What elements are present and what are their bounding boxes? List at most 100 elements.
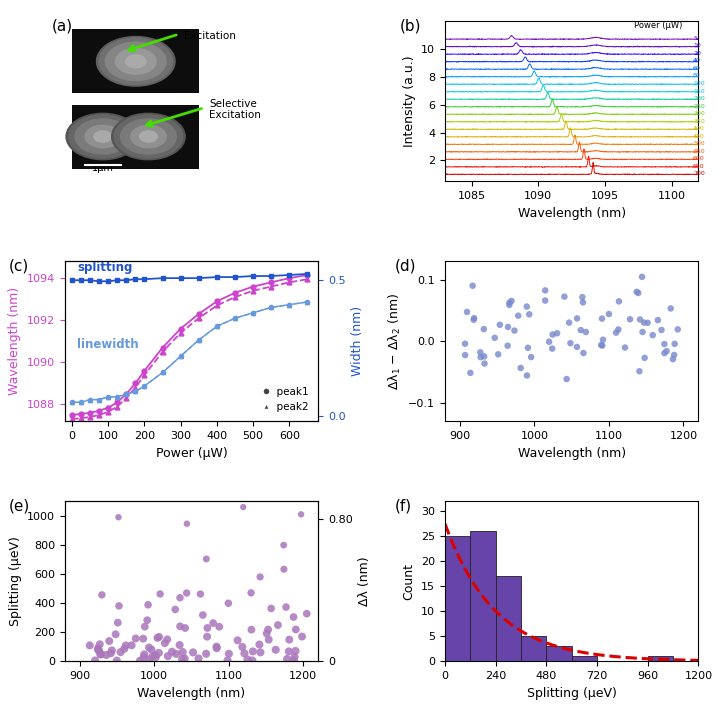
Text: 450: 450 bbox=[693, 134, 705, 139]
Point bbox=[89, 655, 101, 666]
Circle shape bbox=[115, 48, 156, 74]
Y-axis label: Δλ (nm): Δλ (nm) bbox=[359, 557, 372, 606]
Point bbox=[513, 310, 524, 321]
Point bbox=[669, 338, 680, 350]
Point bbox=[253, 639, 265, 651]
Point bbox=[246, 655, 258, 666]
Text: linewidth: linewidth bbox=[78, 338, 139, 351]
Point bbox=[150, 649, 161, 661]
Point bbox=[282, 653, 293, 665]
Circle shape bbox=[96, 36, 175, 86]
Point bbox=[171, 648, 182, 660]
Point bbox=[301, 608, 312, 619]
Text: (b): (b) bbox=[400, 18, 421, 33]
Point bbox=[153, 647, 165, 658]
Point bbox=[464, 367, 476, 378]
Circle shape bbox=[99, 38, 173, 85]
Circle shape bbox=[140, 131, 157, 142]
Point bbox=[174, 592, 186, 604]
Circle shape bbox=[125, 55, 146, 68]
Point bbox=[561, 373, 572, 385]
Point bbox=[94, 638, 106, 650]
Point bbox=[143, 642, 155, 653]
Point bbox=[665, 303, 677, 314]
Point bbox=[661, 346, 672, 357]
Point bbox=[580, 326, 592, 338]
Point bbox=[272, 619, 284, 631]
Point bbox=[181, 518, 193, 530]
Point bbox=[143, 599, 154, 611]
Point bbox=[639, 352, 650, 363]
Y-axis label: Splitting (μeV): Splitting (μeV) bbox=[9, 536, 22, 626]
Text: 100: 100 bbox=[693, 81, 705, 86]
Point bbox=[84, 640, 96, 651]
Text: 600: 600 bbox=[693, 156, 705, 161]
Point bbox=[261, 628, 272, 639]
Point bbox=[138, 651, 150, 663]
Point bbox=[475, 351, 487, 363]
Point bbox=[161, 634, 173, 645]
Point bbox=[489, 332, 500, 343]
Point bbox=[104, 636, 115, 647]
Point bbox=[577, 348, 589, 359]
Point bbox=[526, 351, 537, 363]
Point bbox=[642, 317, 653, 328]
Point bbox=[214, 621, 225, 632]
Text: (a): (a) bbox=[52, 18, 73, 33]
Point bbox=[211, 641, 222, 653]
Point bbox=[522, 342, 534, 353]
Bar bbox=[648, 656, 673, 661]
X-axis label: Power (μW): Power (μW) bbox=[156, 447, 228, 459]
Point bbox=[120, 640, 132, 651]
Point bbox=[459, 338, 471, 349]
Circle shape bbox=[105, 42, 166, 80]
Point bbox=[105, 648, 117, 659]
Point bbox=[494, 319, 505, 331]
Point bbox=[288, 655, 300, 666]
Point bbox=[96, 648, 107, 660]
Bar bbox=[495, 576, 521, 661]
Circle shape bbox=[68, 115, 137, 158]
Point bbox=[503, 299, 515, 311]
Point bbox=[93, 645, 104, 656]
X-axis label: Wavelength (nm): Wavelength (nm) bbox=[138, 687, 246, 700]
Point bbox=[647, 329, 659, 341]
Point bbox=[139, 621, 150, 632]
Point bbox=[478, 351, 490, 362]
Point bbox=[284, 634, 295, 646]
Text: 700: 700 bbox=[693, 171, 705, 176]
Point bbox=[134, 655, 145, 666]
Point bbox=[667, 353, 679, 365]
X-axis label: Splitting (μeV): Splitting (μeV) bbox=[527, 687, 616, 700]
Y-axis label: Intensity (a.u.): Intensity (a.u.) bbox=[402, 55, 415, 147]
Point bbox=[288, 611, 300, 623]
Point bbox=[539, 284, 551, 296]
Point bbox=[544, 336, 555, 348]
Point bbox=[603, 309, 615, 320]
Point bbox=[94, 648, 106, 660]
Text: (c): (c) bbox=[9, 258, 30, 273]
Point bbox=[179, 653, 190, 664]
Point bbox=[668, 349, 680, 360]
Point bbox=[202, 622, 213, 634]
Point bbox=[639, 317, 650, 328]
Point bbox=[280, 602, 292, 613]
Point bbox=[597, 334, 608, 346]
Point bbox=[296, 631, 307, 642]
Point bbox=[111, 655, 122, 666]
Point bbox=[262, 624, 274, 635]
Point bbox=[232, 635, 243, 646]
Point bbox=[110, 629, 122, 640]
Point bbox=[278, 540, 289, 551]
Point bbox=[197, 609, 209, 621]
Circle shape bbox=[112, 113, 185, 160]
Point bbox=[130, 633, 142, 644]
Point bbox=[223, 648, 235, 660]
Point bbox=[152, 632, 163, 643]
Circle shape bbox=[120, 119, 176, 154]
Text: 500: 500 bbox=[693, 141, 705, 146]
Text: 650: 650 bbox=[693, 164, 705, 169]
Point bbox=[492, 348, 504, 360]
Point bbox=[459, 349, 471, 360]
Point bbox=[521, 301, 533, 312]
